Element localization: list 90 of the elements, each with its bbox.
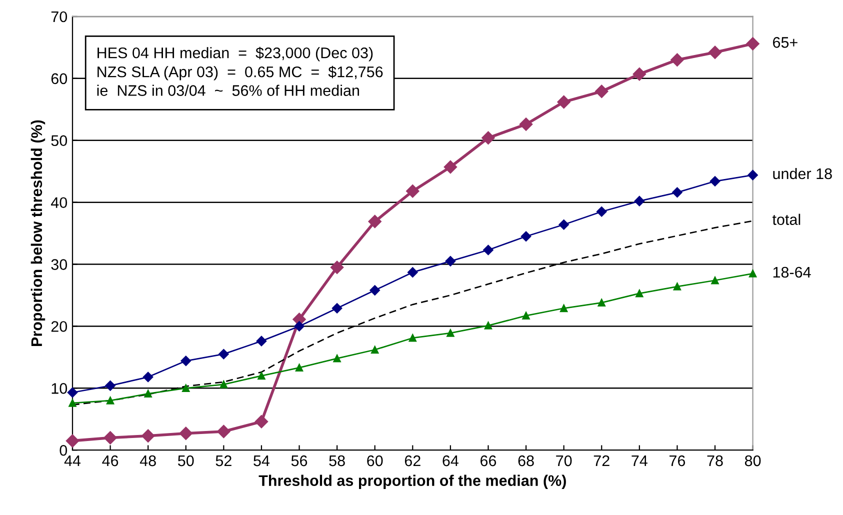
x-axis-title: Threshold as proportion of the median (%) xyxy=(258,474,566,490)
point xyxy=(519,118,533,131)
point xyxy=(558,220,569,230)
point xyxy=(560,304,568,312)
x-tick-label: 50 xyxy=(178,455,194,466)
point xyxy=(106,396,114,404)
x-tick-label: 72 xyxy=(594,455,610,466)
point xyxy=(598,298,606,306)
x-tick-label: 64 xyxy=(442,455,458,466)
point xyxy=(408,334,416,342)
point xyxy=(520,231,532,242)
point xyxy=(746,37,760,50)
point xyxy=(142,429,155,442)
point xyxy=(180,356,191,366)
x-tick-label: 66 xyxy=(480,455,496,466)
point xyxy=(218,348,229,360)
x-tick-label: 44 xyxy=(64,456,81,466)
point xyxy=(444,160,458,174)
point xyxy=(595,84,608,98)
x-tick-label: 56 xyxy=(291,455,308,466)
y-tick-label: 30 xyxy=(51,259,68,270)
point xyxy=(708,46,722,59)
point xyxy=(68,399,76,407)
point xyxy=(445,256,456,266)
point xyxy=(330,260,344,274)
y-tick-label: 70 xyxy=(51,11,68,22)
point xyxy=(748,170,758,180)
x-tick-label: 80 xyxy=(744,455,761,466)
point xyxy=(66,434,80,448)
point xyxy=(333,354,341,362)
x-tick-label: 46 xyxy=(102,455,118,466)
point xyxy=(482,131,495,144)
point xyxy=(632,68,646,81)
point xyxy=(179,426,192,440)
point xyxy=(596,206,607,217)
point xyxy=(217,424,230,438)
point xyxy=(254,415,268,428)
point xyxy=(105,380,116,391)
point xyxy=(408,267,418,278)
y-tick-label: 40 xyxy=(50,197,68,208)
x-tick-label: 48 xyxy=(140,455,156,466)
x-tick-label: 78 xyxy=(707,455,723,466)
x-tick-label: 74 xyxy=(632,456,648,466)
point xyxy=(557,95,570,109)
point xyxy=(142,372,154,382)
point xyxy=(371,346,379,354)
point xyxy=(711,276,719,284)
point xyxy=(182,384,190,392)
point xyxy=(673,282,682,290)
point xyxy=(483,244,494,256)
x-tick-label: 62 xyxy=(404,455,420,466)
point xyxy=(294,321,304,332)
x-tick-label: 52 xyxy=(216,455,232,466)
x-tick-label: 60 xyxy=(367,455,383,466)
point xyxy=(258,372,266,380)
point xyxy=(748,270,757,278)
point xyxy=(670,53,684,66)
point xyxy=(332,303,342,314)
point xyxy=(67,387,78,398)
point xyxy=(522,312,530,320)
point xyxy=(104,431,117,444)
x-tick-label: 68 xyxy=(518,455,534,466)
y-tick-label: 20 xyxy=(51,321,68,332)
annotation: HES 04 HH median = $23,000 (Dec 03) NZS SLA (Apr 03) = 0.65 MC = $12,756 ie NZS in 03/04 ~ 56% of HH median xyxy=(97,46,383,96)
point xyxy=(370,285,380,296)
point xyxy=(256,336,267,346)
point xyxy=(368,214,382,228)
point xyxy=(634,196,645,206)
series-label: 18-64 xyxy=(773,266,811,278)
x-tick-label: 76 xyxy=(669,455,686,466)
point xyxy=(220,380,228,388)
point xyxy=(484,322,492,330)
series-label: total xyxy=(772,214,800,226)
x-tick-label: 54 xyxy=(254,456,270,466)
point xyxy=(672,187,682,198)
y-tick-label: 10 xyxy=(52,383,68,394)
point xyxy=(636,290,644,298)
y-tick-label: 60 xyxy=(51,73,68,84)
y-tick-label: 50 xyxy=(51,135,68,146)
x-tick-label: 58 xyxy=(329,455,345,466)
point xyxy=(406,184,420,198)
point xyxy=(446,329,454,337)
y-axis-title: Proportion below threshold (%) xyxy=(30,120,46,346)
point xyxy=(144,390,152,398)
series-label: under 18 xyxy=(773,168,832,180)
y-tick-label: 0 xyxy=(60,444,68,456)
point xyxy=(295,364,304,372)
x-tick-label: 70 xyxy=(556,455,572,466)
point xyxy=(710,176,720,186)
series-label: 65+ xyxy=(773,37,798,48)
